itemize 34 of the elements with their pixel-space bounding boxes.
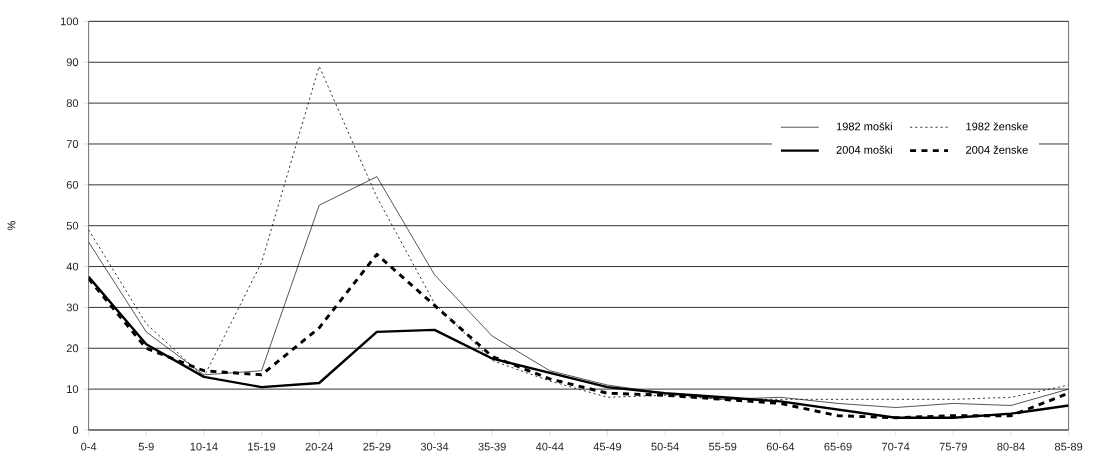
- y-axis-title: %: [7, 221, 16, 231]
- x-tick-label: 65-69: [824, 442, 852, 451]
- legend-label: 1982 ženske: [966, 122, 1028, 131]
- x-tick-label: 70-74: [882, 442, 910, 451]
- x-tick-label: 10-14: [190, 442, 218, 451]
- x-tick-label: 75-79: [939, 442, 967, 451]
- x-tick-label: 80-84: [997, 442, 1025, 451]
- x-tick-label: 25-29: [363, 442, 391, 451]
- x-tick-label: 20-24: [305, 442, 334, 451]
- y-tick-label: 20: [66, 344, 79, 353]
- y-tick-label: 50: [66, 221, 79, 230]
- x-tick-label: 35-39: [478, 442, 506, 451]
- x-tick-label: 5-9: [138, 442, 154, 451]
- legend-label: 2004 moški: [836, 145, 892, 154]
- x-tick-label: 45-49: [593, 442, 622, 451]
- legend-label: 1982 moški: [836, 122, 892, 131]
- x-tick-label: 50-54: [651, 442, 679, 451]
- y-tick-label: 90: [66, 58, 79, 67]
- y-tick-label: 80: [66, 99, 79, 108]
- x-tick-label: 0-4: [81, 442, 97, 451]
- y-tick-label: 100: [60, 17, 79, 26]
- y-tick-label: 0: [72, 426, 79, 434]
- legend-label: 2004 ženske: [966, 145, 1028, 154]
- x-tick-label: 40-44: [535, 442, 564, 451]
- y-tick-label: 10: [67, 385, 79, 394]
- x-tick-label: 60-64: [766, 442, 795, 451]
- x-tick-label: 30-34: [420, 442, 449, 451]
- y-tick-label: 40: [66, 262, 79, 271]
- x-tick-label: 15-19: [248, 442, 276, 451]
- y-tick-label: 60: [66, 180, 79, 189]
- y-tick-label: 70: [66, 140, 79, 148]
- y-tick-label: 30: [66, 303, 79, 312]
- x-tick-label: 85-89: [1054, 442, 1083, 451]
- x-tick-label: 55-59: [709, 442, 737, 451]
